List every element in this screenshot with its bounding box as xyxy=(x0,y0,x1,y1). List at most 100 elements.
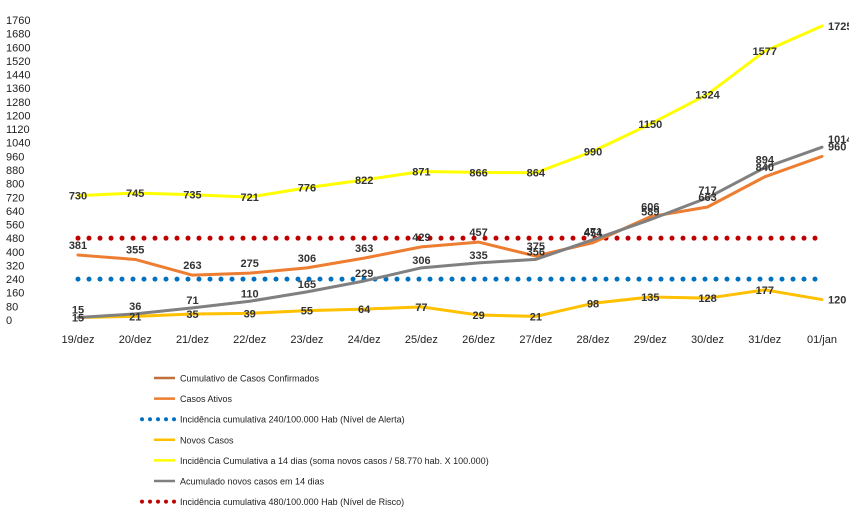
x-tick-label: 21/dez xyxy=(176,334,209,346)
data-label: 730 xyxy=(69,191,87,203)
y-tick-label: 960 xyxy=(6,151,24,163)
series-lines xyxy=(75,24,825,319)
x-tick-label: 24/dez xyxy=(348,334,381,346)
data-label: 21 xyxy=(530,311,542,323)
data-label: 840 xyxy=(756,162,774,174)
x-tick-label: 26/dez xyxy=(462,334,495,346)
data-label: 263 xyxy=(183,260,201,272)
y-tick-label: 1600 xyxy=(6,42,30,54)
y-tick-label: 1280 xyxy=(6,97,30,109)
data-label: 110 xyxy=(241,288,259,300)
series-line-3 xyxy=(76,288,824,319)
series-line-4 xyxy=(76,24,824,199)
x-tick-label: 30/dez xyxy=(691,334,724,346)
y-tick-label: 640 xyxy=(6,206,24,218)
legend-label: Cumulativo de Casos Confirmados xyxy=(180,374,320,384)
data-label: 606 xyxy=(641,202,659,214)
data-label: 15 xyxy=(72,304,84,316)
x-axis: 19/dez 20/dez 21/dez 22/dez 23/dez 24/dez 25/d… xyxy=(61,334,837,346)
x-tick-label: 22/dez xyxy=(233,334,266,346)
y-tick-label: 0 xyxy=(6,315,12,327)
data-label: 589 xyxy=(641,207,659,219)
data-label: 35 xyxy=(186,309,198,321)
data-label: 871 xyxy=(412,167,430,179)
data-label: 165 xyxy=(298,279,316,291)
data-label: 1014 xyxy=(828,134,849,146)
x-tick-label: 20/dez xyxy=(119,334,152,346)
data-label: 721 xyxy=(241,192,259,204)
data-label: 306 xyxy=(298,253,316,265)
data-label: 29 xyxy=(472,310,484,322)
data-label: 663 xyxy=(698,192,716,204)
y-tick-label: 800 xyxy=(6,179,24,191)
y-tick-label: 400 xyxy=(6,247,24,259)
legend-label: Incidência cumulativa 240/100.000 Hab (N… xyxy=(180,415,405,425)
x-tick-label: 28/dez xyxy=(577,334,610,346)
data-label: 177 xyxy=(756,285,774,297)
data-label: 36 xyxy=(129,301,141,313)
y-tick-label: 1680 xyxy=(6,29,30,41)
data-label: 894 xyxy=(756,155,775,167)
data-label: 375 xyxy=(527,241,545,253)
data-label: 355 xyxy=(126,244,144,256)
data-label: 21 xyxy=(129,311,141,323)
y-tick-label: 1120 xyxy=(6,124,30,136)
data-label: 1324 xyxy=(695,89,720,101)
data-label: 71 xyxy=(186,295,198,307)
data-label: 454 xyxy=(584,228,603,240)
data-label: 1577 xyxy=(753,46,777,58)
legend: Cumulativo de Casos Confirmados Casos Ati… xyxy=(140,374,489,507)
data-label: 960 xyxy=(828,141,846,153)
legend-label: Novos Casos xyxy=(180,435,234,445)
data-label: 471 xyxy=(584,227,602,239)
x-tick-label: 31/dez xyxy=(748,334,781,346)
data-label: 866 xyxy=(469,167,487,179)
y-tick-label: 1440 xyxy=(6,70,30,82)
y-tick-label: 240 xyxy=(6,274,24,286)
data-label: 98 xyxy=(587,298,599,310)
data-label: 457 xyxy=(469,227,487,239)
series-line-5 xyxy=(76,145,824,319)
data-label: 776 xyxy=(298,183,316,195)
data-label: 306 xyxy=(412,255,430,267)
x-tick-label: 23/dez xyxy=(290,334,323,346)
legend-label: Incidência Cumulativa a 14 dias (soma no… xyxy=(180,456,489,466)
y-tick-label: 80 xyxy=(6,301,18,313)
data-label: 275 xyxy=(241,258,259,270)
y-tick-label: 1200 xyxy=(6,110,30,122)
y-tick-label: 1760 xyxy=(6,15,30,27)
data-label: 864 xyxy=(527,168,546,180)
x-tick-label: 19/dez xyxy=(61,334,94,346)
x-tick-label: 01/jan xyxy=(807,334,837,346)
data-label: 717 xyxy=(698,185,716,197)
y-tick-label: 1360 xyxy=(6,83,30,95)
data-label: 15 xyxy=(72,312,84,324)
data-label: 822 xyxy=(355,175,373,187)
data-label: 990 xyxy=(584,146,602,158)
y-tick-label: 560 xyxy=(6,220,24,232)
data-label: 120 xyxy=(828,295,846,307)
data-label: 128 xyxy=(698,293,716,305)
y-tick-label: 880 xyxy=(6,165,24,177)
data-labels: 730 745 735 721 776 822 871 866 864 990 1150 1324 15… xyxy=(69,21,849,324)
data-label: 356 xyxy=(527,246,545,258)
y-tick-label: 1040 xyxy=(6,138,30,150)
legend-label: Acumulado novos casos em 14 dias xyxy=(180,477,325,487)
data-label: 64 xyxy=(358,304,371,316)
series-line-1 xyxy=(76,154,824,277)
y-tick-label: 480 xyxy=(6,233,24,245)
legend-label: Incidência cumulativa 480/100.000 Hab (N… xyxy=(180,497,404,507)
legend-label: Casos Ativos xyxy=(180,394,233,404)
x-tick-label: 25/dez xyxy=(405,334,438,346)
data-label: 363 xyxy=(355,243,373,255)
data-label: 39 xyxy=(244,308,256,320)
y-tick-label: 720 xyxy=(6,192,24,204)
data-label: 335 xyxy=(469,250,487,262)
data-label: 745 xyxy=(126,188,144,200)
x-tick-label: 29/dez xyxy=(634,334,667,346)
y-tick-label: 320 xyxy=(6,260,24,272)
y-tick-label: 160 xyxy=(6,288,24,300)
